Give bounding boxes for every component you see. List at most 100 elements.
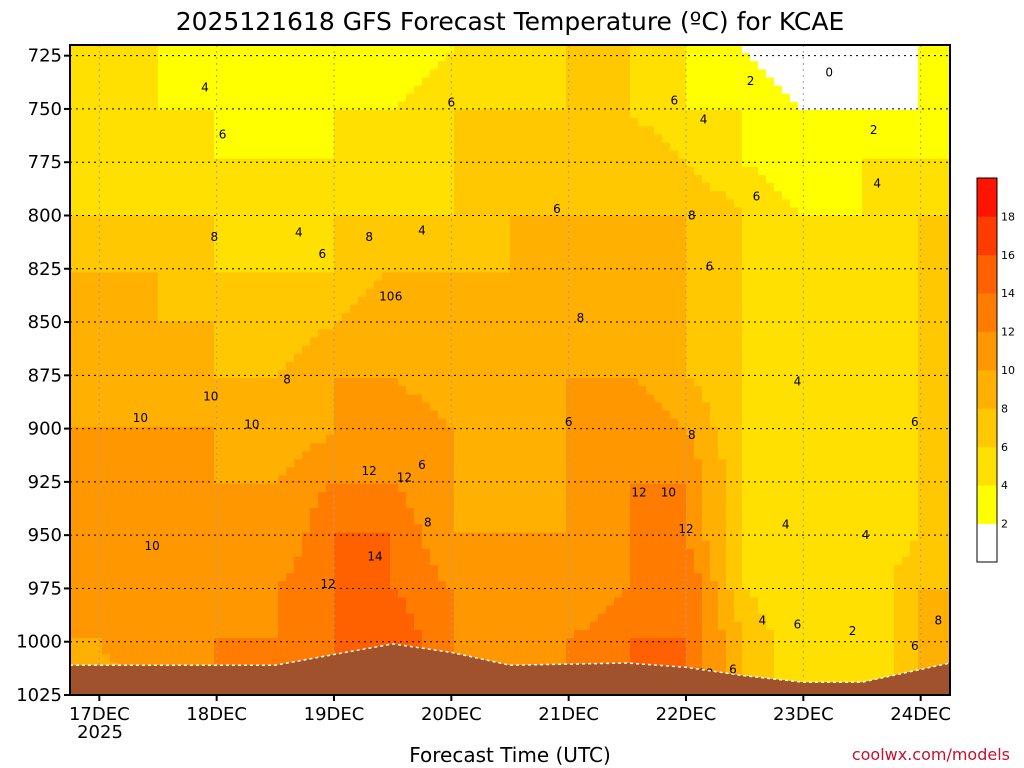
temperature-cell	[486, 508, 495, 517]
temperature-cell	[350, 410, 359, 420]
temperature-cell	[382, 118, 391, 127]
temperature-cell	[502, 605, 511, 615]
temperature-cell	[94, 426, 103, 436]
temperature-cell	[334, 524, 343, 534]
temperature-cell	[126, 199, 135, 209]
temperature-cell	[238, 410, 247, 420]
temperature-cell	[190, 532, 199, 542]
temperature-cell	[150, 597, 159, 607]
temperature-cell	[198, 69, 207, 79]
temperature-cell	[134, 183, 143, 192]
temperature-cell	[182, 386, 191, 395]
temperature-cell	[342, 418, 351, 428]
temperature-cell	[566, 142, 575, 152]
temperature-cell	[310, 150, 319, 160]
temperature-cell	[558, 288, 567, 298]
temperature-cell	[190, 451, 199, 460]
temperature-cell	[406, 353, 415, 363]
temperature-cell	[206, 353, 215, 363]
temperature-cell	[134, 573, 143, 582]
temperature-cell	[270, 589, 279, 599]
temperature-cell	[414, 443, 423, 452]
temperature-cell	[270, 361, 279, 371]
temperature-cell	[230, 175, 239, 184]
temperature-cell	[278, 410, 287, 420]
temperature-cell	[454, 61, 463, 70]
temperature-cell	[206, 77, 215, 87]
temperature-cell	[294, 150, 303, 160]
temperature-cell	[390, 540, 399, 550]
temperature-cell	[70, 150, 79, 160]
temperature-cell	[470, 451, 479, 460]
temperature-cell	[78, 305, 87, 314]
temperature-cell	[382, 467, 391, 477]
temperature-cell	[502, 508, 511, 517]
temperature-cell	[262, 532, 271, 542]
temperature-cell	[382, 435, 391, 444]
temperature-cell	[222, 467, 231, 477]
temperature-cell	[214, 483, 223, 493]
temperature-cell	[414, 597, 423, 607]
temperature-cell	[206, 418, 215, 428]
temperature-cell	[470, 386, 479, 395]
temperature-cell	[398, 215, 407, 225]
temperature-cell	[454, 491, 463, 501]
temperature-cell	[78, 69, 87, 79]
temperature-cell	[318, 597, 327, 607]
temperature-cell	[158, 589, 167, 599]
temperature-cell	[270, 605, 279, 615]
temperature-cell	[222, 248, 231, 257]
temperature-cell	[518, 500, 527, 509]
temperature-cell	[150, 158, 159, 168]
temperature-cell	[494, 451, 503, 460]
temperature-cell	[246, 101, 255, 111]
temperature-cell	[446, 61, 455, 70]
temperature-cell	[534, 215, 543, 225]
temperature-cell	[326, 361, 335, 371]
temperature-cell	[366, 305, 375, 314]
temperature-cell	[398, 621, 407, 631]
temperature-cell	[262, 142, 271, 152]
temperature-cell	[78, 353, 87, 363]
temperature-cell	[366, 288, 375, 298]
temperature-cell	[470, 361, 479, 371]
temperature-cell	[166, 207, 175, 217]
temperature-cell	[278, 240, 287, 249]
temperature-cell	[94, 199, 103, 209]
temperature-cell	[342, 410, 351, 420]
temperature-cell	[198, 621, 207, 631]
temperature-cell	[534, 45, 543, 54]
temperature-cell	[382, 207, 391, 217]
temperature-cell	[406, 491, 415, 501]
temperature-cell	[534, 621, 543, 631]
temperature-cell	[190, 305, 199, 314]
temperature-cell	[334, 418, 343, 428]
temperature-cell	[182, 451, 191, 460]
temperature-cell	[438, 288, 447, 298]
temperature-cell	[534, 467, 543, 477]
temperature-cell	[70, 280, 79, 290]
temperature-cell	[78, 426, 87, 436]
temperature-cell	[150, 191, 159, 200]
temperature-cell	[334, 426, 343, 436]
temperature-cell	[310, 443, 319, 452]
temperature-cell	[110, 77, 119, 87]
temperature-cell	[110, 69, 119, 79]
temperature-cell	[342, 370, 351, 379]
temperature-cell	[342, 93, 351, 103]
temperature-cell	[158, 573, 167, 582]
temperature-cell	[374, 451, 383, 460]
temperature-cell	[406, 199, 415, 209]
temperature-cell	[358, 435, 367, 444]
temperature-cell	[542, 418, 551, 428]
temperature-cell	[70, 199, 79, 209]
temperature-cell	[374, 378, 383, 387]
temperature-cell	[406, 248, 415, 257]
temperature-cell	[358, 443, 367, 452]
temperature-cell	[422, 321, 431, 330]
temperature-cell	[486, 248, 495, 257]
temperature-cell	[286, 215, 295, 225]
temperature-cell	[318, 467, 327, 477]
temperature-cell	[462, 207, 471, 217]
temperature-cell	[86, 345, 95, 355]
